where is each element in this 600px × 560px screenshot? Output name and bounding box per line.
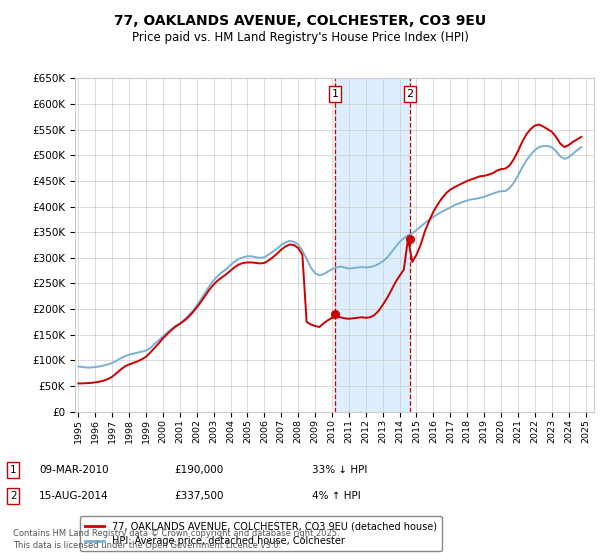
Legend: 77, OAKLANDS AVENUE, COLCHESTER, CO3 9EU (detached house), HPI: Average price, d: 77, OAKLANDS AVENUE, COLCHESTER, CO3 9EU… xyxy=(80,516,442,551)
Text: 1: 1 xyxy=(10,465,17,475)
Text: 2: 2 xyxy=(407,89,413,99)
Text: 77, OAKLANDS AVENUE, COLCHESTER, CO3 9EU: 77, OAKLANDS AVENUE, COLCHESTER, CO3 9EU xyxy=(114,14,486,28)
Text: 09-MAR-2010: 09-MAR-2010 xyxy=(39,465,109,475)
Bar xyxy=(335,78,410,412)
Text: 4% ↑ HPI: 4% ↑ HPI xyxy=(312,491,361,501)
Text: 1: 1 xyxy=(332,89,338,99)
Text: 33% ↓ HPI: 33% ↓ HPI xyxy=(312,465,367,475)
Text: £190,000: £190,000 xyxy=(174,465,223,475)
Text: Contains HM Land Registry data © Crown copyright and database right 2025.
This d: Contains HM Land Registry data © Crown c… xyxy=(13,529,340,550)
Text: £337,500: £337,500 xyxy=(174,491,223,501)
Text: 2: 2 xyxy=(10,491,17,501)
Text: 15-AUG-2014: 15-AUG-2014 xyxy=(39,491,109,501)
Text: Price paid vs. HM Land Registry's House Price Index (HPI): Price paid vs. HM Land Registry's House … xyxy=(131,31,469,44)
